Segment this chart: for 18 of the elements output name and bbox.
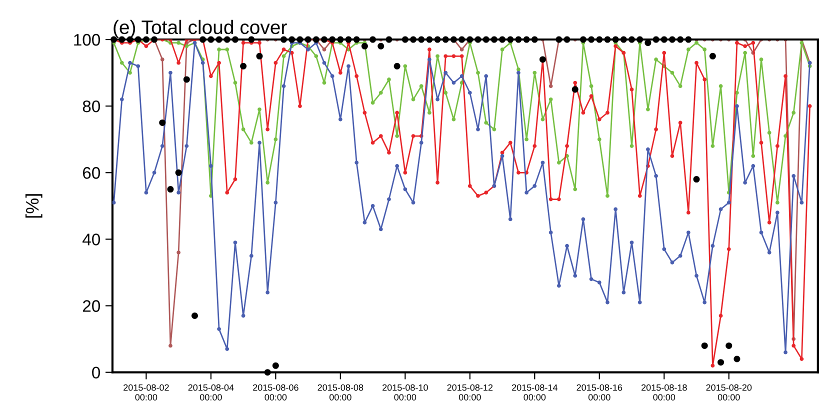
- x-tick-label: 2015-08-02 00:00: [124, 384, 169, 400]
- y-tick-label: 60: [82, 167, 100, 179]
- y-tick-label: 80: [82, 100, 100, 112]
- x-tick-label: 2015-08-10 00:00: [382, 384, 428, 400]
- y-axis-title: [%]: [25, 194, 42, 218]
- chart-title: (e) Total cloud cover: [114, 20, 287, 38]
- y-tick-label: 40: [82, 234, 100, 246]
- y-tick-label: 0: [92, 366, 100, 379]
- x-tick-label: 2015-08-12 00:00: [447, 384, 493, 400]
- x-tick-label: 2015-08-18 00:00: [642, 384, 687, 400]
- x-tick-label: 2015-08-20 00:00: [706, 384, 752, 400]
- x-tick-label: 2015-08-04 00:00: [188, 384, 234, 400]
- x-tick-label: 2015-08-16 00:00: [576, 384, 622, 400]
- x-tick-label: 2015-08-06 00:00: [253, 384, 298, 400]
- y-tick-label: 100: [74, 34, 100, 46]
- x-tick-label: 2015-08-14 00:00: [512, 384, 558, 400]
- x-tick-label: 2015-08-08 00:00: [318, 384, 364, 400]
- y-tick-label: 20: [82, 300, 100, 312]
